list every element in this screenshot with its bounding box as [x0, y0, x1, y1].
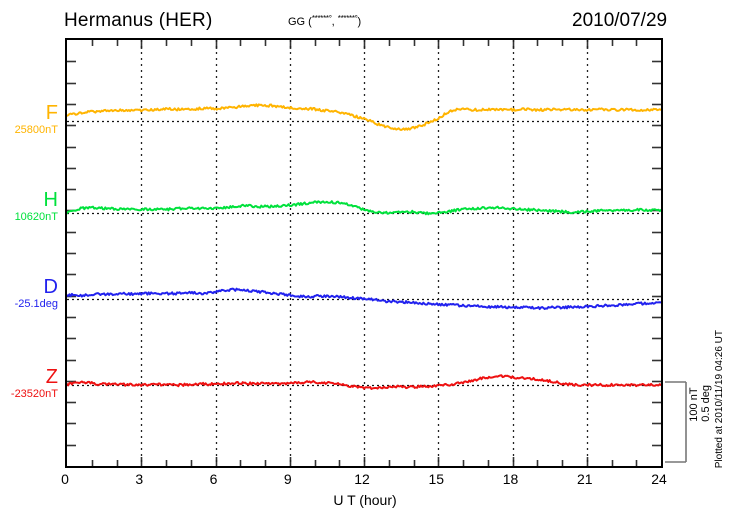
component-letter-z: Z: [45, 366, 58, 388]
component-label-h: H 10620nT: [0, 190, 58, 223]
x-tick-label-18: 18: [502, 471, 519, 487]
plot-frame: [65, 38, 663, 468]
x-tick-label-9: 9: [283, 471, 292, 487]
component-letter-f: F: [45, 102, 58, 124]
station-title: Hermanus (HER): [64, 10, 213, 31]
scale-nt-label: 100 nT: [688, 387, 700, 422]
x-tick-label-0: 0: [61, 471, 69, 487]
plotted-at-stamp: Plotted at 2010/11/19 04:26 UT: [714, 330, 726, 468]
scale-bar-svg: [665, 381, 687, 463]
x-tick-label-6: 6: [209, 471, 218, 487]
component-label-d: D -25.1deg: [0, 277, 58, 310]
plot-area: [67, 40, 661, 466]
observation-date: 2010/07/29: [572, 10, 668, 31]
vertical-gridlines: [140, 40, 589, 466]
component-baseline-h: 10620nT: [14, 211, 58, 223]
x-tick-label-12: 12: [354, 471, 370, 487]
component-label-f: F 25800nT: [0, 103, 58, 136]
gg-separator: ,: [331, 16, 338, 28]
gg-longitude: ******°: [337, 14, 358, 23]
gg-open-paren: (: [305, 16, 312, 28]
component-label-z: Z -23520nT: [0, 367, 58, 400]
x-axis-tick-labels: 0 3 6 9 12 15 18 21 24: [61, 471, 667, 491]
gg-close-paren: ): [357, 16, 362, 28]
magnetogram-svg: [67, 40, 661, 466]
component-baseline-d: -25.1deg: [14, 298, 58, 310]
component-baseline-f: 25800nT: [14, 124, 58, 136]
trace-lines: [67, 103, 661, 391]
trace-f: [67, 103, 661, 132]
plotted-at-text: Plotted at 2010/11/19 04:26 UT: [714, 330, 725, 469]
scale-deg-label: 0.5 deg: [700, 385, 712, 422]
x-tick-label-3: 3: [135, 471, 144, 487]
gg-latitude: ******°: [311, 14, 332, 23]
x-tick-label-21: 21: [576, 471, 593, 487]
component-baseline-z: -23520nT: [10, 388, 58, 400]
trace-z: [67, 374, 661, 391]
trace-h: [67, 200, 661, 216]
gg-coordinates: GG (******°, ******°): [288, 14, 361, 28]
trace-d: [67, 287, 661, 311]
x-axis-title: U T (hour): [333, 492, 397, 508]
x-tick-label-24: 24: [651, 471, 667, 487]
component-letter-h: H: [43, 189, 58, 211]
x-tick-label-15: 15: [428, 471, 445, 487]
gg-label: GG: [288, 16, 306, 28]
x-axis-ticks: [91, 40, 638, 466]
y-axis-ticks: [67, 60, 661, 447]
scale-bar: [664, 381, 690, 463]
component-letter-d: D: [43, 276, 58, 298]
